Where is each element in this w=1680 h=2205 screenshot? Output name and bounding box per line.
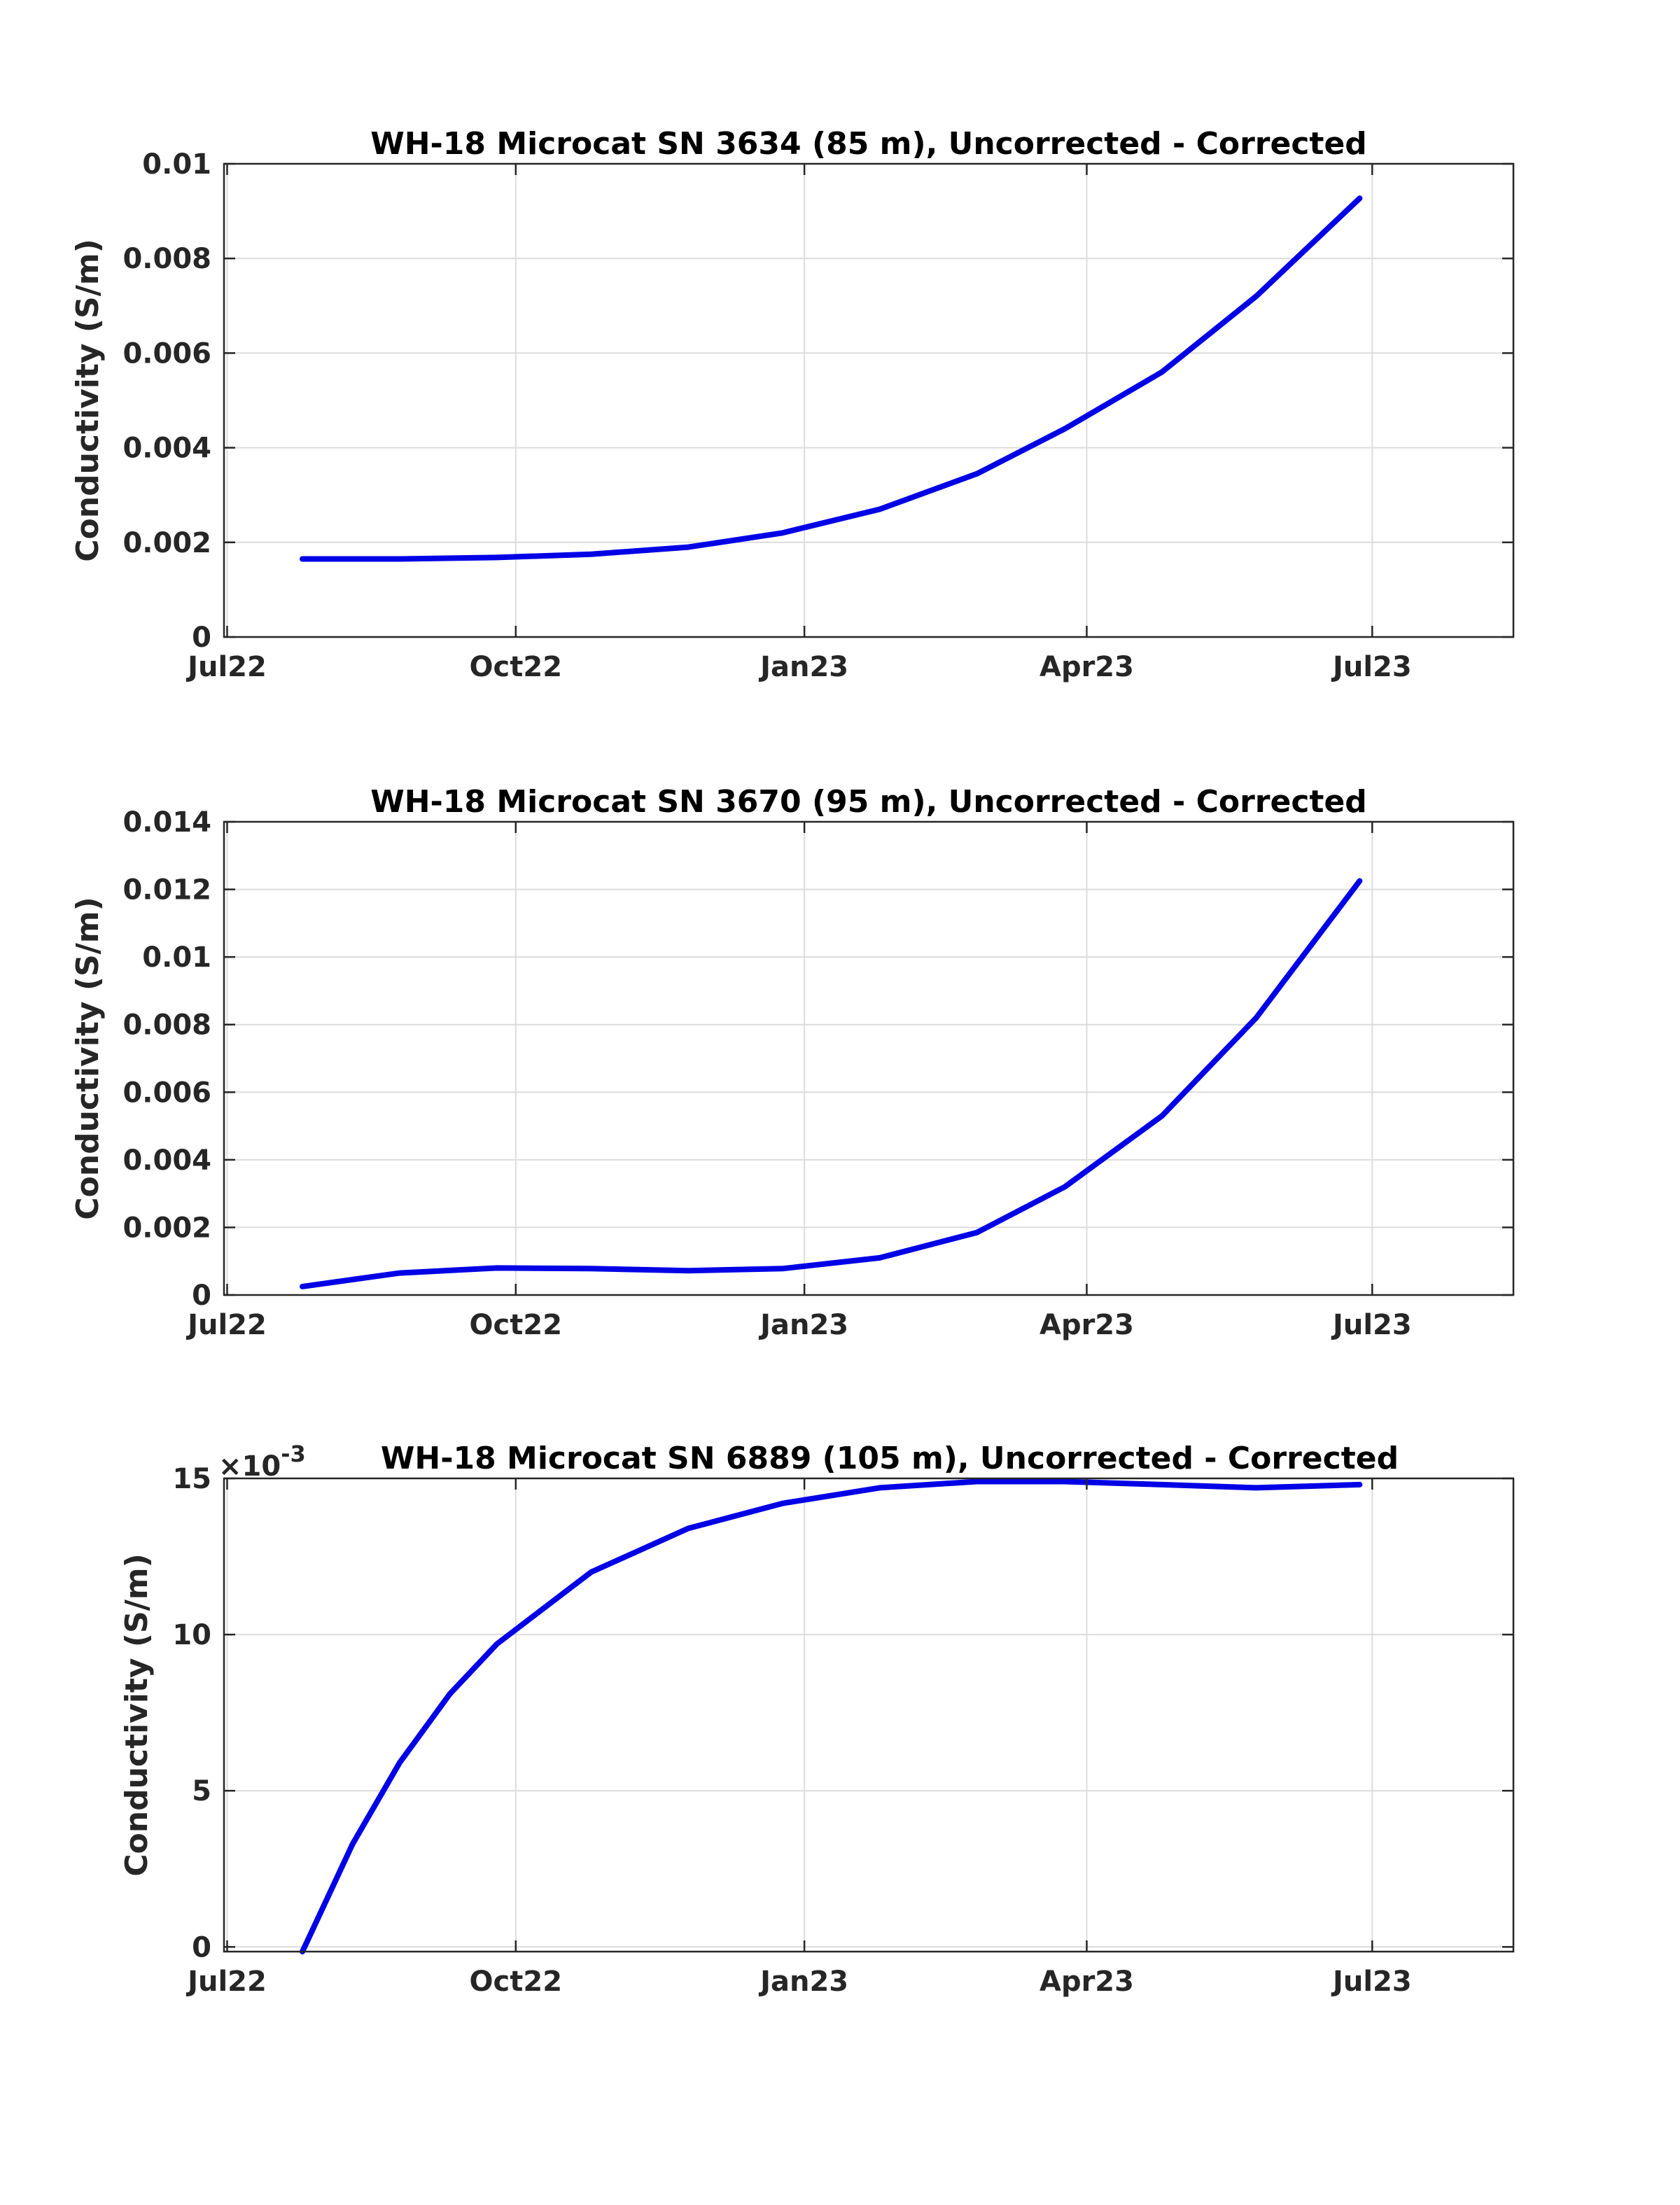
y-tick-label: 0.008 <box>122 243 211 275</box>
chart-title: WH-18 Microcat SN 3670 (95 m), Uncorrect… <box>370 784 1367 820</box>
y-axis-label: Conductivity (S/m) <box>70 239 106 561</box>
axes-frame <box>223 162 1515 638</box>
y-tick-label: 0.002 <box>122 1212 211 1244</box>
chart-panel-3: Jul22 Oct22 Jan23 Apr23 Jul23 0 5 10 15 WH-18 Mic… <box>119 1441 1515 1998</box>
y-tick-label: 0.006 <box>122 1077 211 1109</box>
y-tick-label: 0.006 <box>122 337 211 370</box>
y-tick-label: 0 <box>192 1280 211 1312</box>
y-tick-label: 15 <box>172 1463 211 1495</box>
x-tick-label: Jul22 <box>186 651 267 683</box>
x-tick-label: Jan23 <box>758 651 848 683</box>
x-tick-label: Oct22 <box>470 651 563 683</box>
plot-area <box>224 1478 1513 1952</box>
y-tick-label: 0.008 <box>122 1009 211 1042</box>
exponent-base: ×10 <box>218 1450 281 1483</box>
exponent-power: -3 <box>281 1441 306 1467</box>
chart-panel-1: Jul22 Oct22 Jan23 Apr23 Jul23 0 0.002 0.004 0.00… <box>70 126 1515 683</box>
axes-frame <box>223 1477 1515 1953</box>
y-tick-label: 0.014 <box>122 806 211 839</box>
y-tick-label: 0.002 <box>122 527 211 559</box>
y-axis-label: Conductivity (S/m) <box>70 897 106 1219</box>
chart-panel-2: Jul22 Oct22 Jan23 Apr23 Jul23 0 0.002 0.004 0.00… <box>70 784 1515 1341</box>
x-tick-label: Oct22 <box>470 1309 563 1341</box>
x-tick-label: Apr23 <box>1040 1309 1134 1341</box>
chart-title: WH-18 Microcat SN 3634 (85 m), Uncorrect… <box>370 126 1367 162</box>
y-tick-label: 10 <box>172 1619 211 1651</box>
y-tick-label: 5 <box>192 1775 211 1807</box>
x-tick-label: Jan23 <box>758 1309 848 1341</box>
y-tick-label: 0 <box>192 1931 211 1963</box>
axis-exponent-label: ×10-3 <box>218 1441 306 1483</box>
plot-area <box>224 822 1513 1295</box>
y-axis-label: Conductivity (S/m) <box>119 1553 155 1876</box>
x-tick-label: Apr23 <box>1040 1966 1134 1998</box>
y-tick-label: 0.004 <box>122 433 211 465</box>
y-tick-label: 0.01 <box>142 148 211 181</box>
x-tick-label: Jul23 <box>1331 1309 1412 1341</box>
y-tick-label: 0.004 <box>122 1144 211 1177</box>
data-series-line <box>300 878 1363 1289</box>
x-tick-label: Apr23 <box>1040 651 1134 683</box>
data-series-line <box>300 1478 1363 1954</box>
x-tick-label: Jul22 <box>186 1309 267 1341</box>
axes-frame <box>223 820 1515 1296</box>
y-tick-label: 0.01 <box>142 941 211 974</box>
data-series-line <box>300 195 1363 562</box>
y-tick-label: 0.012 <box>122 874 211 906</box>
x-tick-label: Jul23 <box>1331 1966 1412 1998</box>
y-tick-label: 0 <box>192 622 211 654</box>
x-tick-label: Jul23 <box>1331 651 1412 683</box>
x-tick-label: Jan23 <box>758 1966 848 1998</box>
x-tick-label: Jul22 <box>186 1966 267 1998</box>
x-tick-label: Oct22 <box>470 1966 563 1998</box>
chart-title: WH-18 Microcat SN 6889 (105 m), Uncorrec… <box>381 1441 1399 1476</box>
